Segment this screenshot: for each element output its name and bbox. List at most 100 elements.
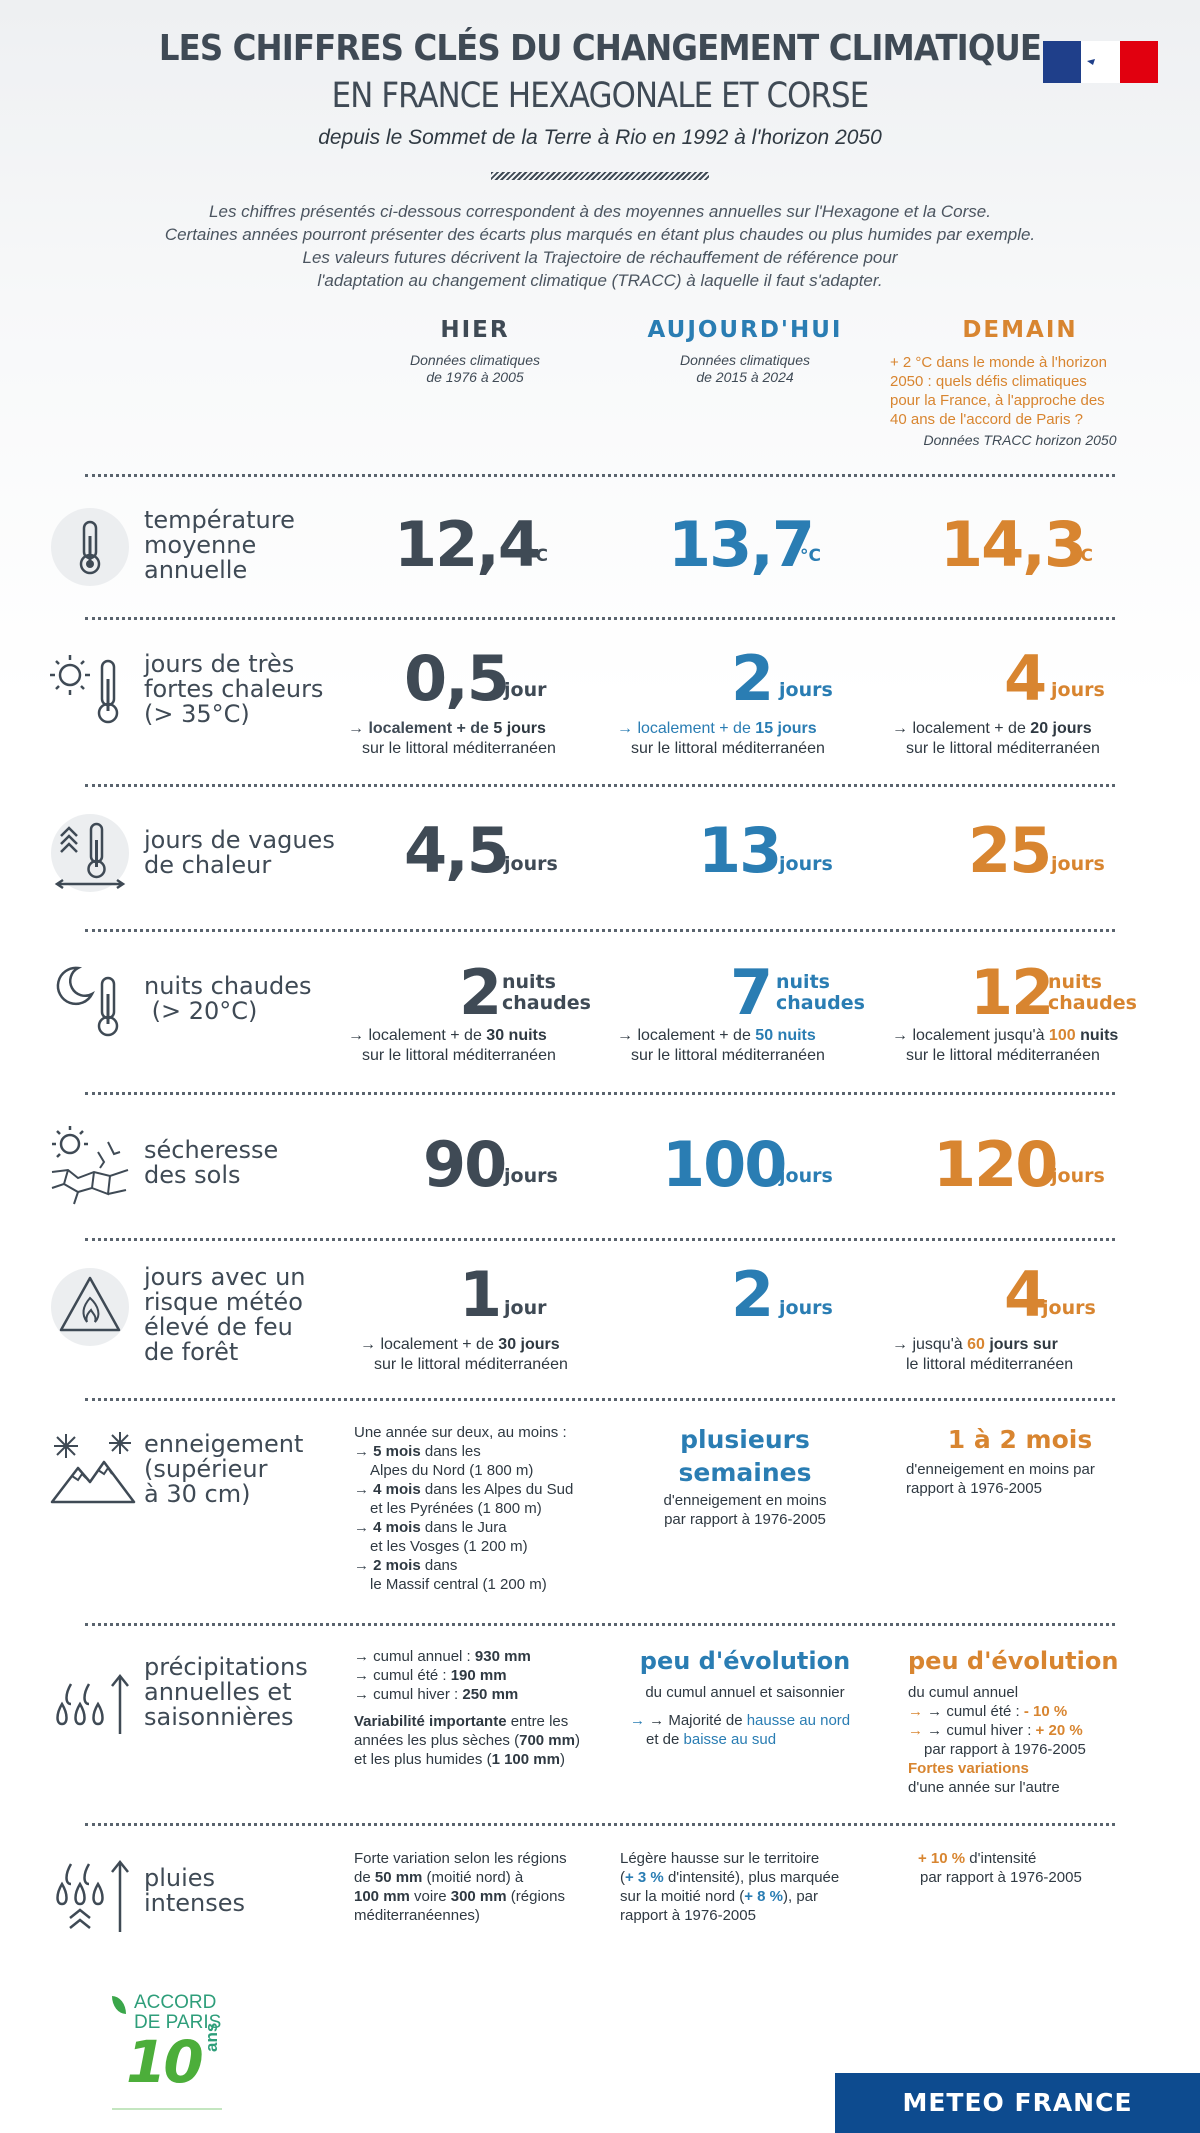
separator	[85, 1238, 1115, 1241]
rain-demain-details: + 10 % d'intensité par rapport à 1976-20…	[918, 1850, 1082, 1886]
unit-fire-aujourdhui: jours	[779, 1297, 833, 1319]
value-drought-aujourdhui: 100	[662, 1128, 787, 1201]
note-nights-hier: → localement + de 30 nuits sur le littor…	[348, 1027, 556, 1064]
note-nights-demain: → localement jusqu'à 100 nuits sur le li…	[892, 1027, 1119, 1064]
unit-drought-demain: jours	[1051, 1165, 1105, 1187]
precip-aujourdhui-note: → → Majorité de hausse au nord et de bai…	[630, 1712, 851, 1748]
value-drought-demain: 120	[933, 1128, 1058, 1201]
value-wave-aujourdhui: 13	[698, 814, 782, 887]
hatch-divider	[491, 172, 709, 180]
value-nights-demain: 12	[970, 956, 1054, 1029]
note-fire-hier: → localement + de 30 jours sur le littor…	[360, 1336, 568, 1373]
value-heat-aujourdhui: 2	[731, 642, 774, 715]
unit-nights-demain: nuits chaudes	[1048, 971, 1137, 1014]
unit-heat-aujourdhui: jours	[779, 679, 833, 701]
value-wave-hier: 4,5	[404, 814, 510, 887]
separator	[85, 929, 1115, 932]
unit-wave-hier: jours	[504, 853, 558, 875]
raindrops-icon	[50, 1664, 136, 1744]
unit-drought-aujourdhui: jours	[779, 1165, 833, 1187]
note-heat-aujourdhui: → localement + de 15 jours sur le littor…	[617, 720, 825, 757]
unit-fire-hier: jour	[504, 1297, 547, 1319]
cracked-soil-sun-icon	[48, 1122, 138, 1206]
separator	[85, 617, 1115, 620]
value-temp-aujourdhui: 13,7	[668, 508, 815, 581]
subtitle: depuis le Sommet de la Terre à Rio en 19…	[318, 126, 882, 149]
column-sub-aujourdhui: Données climatiques de 2015 à 2024	[680, 352, 810, 385]
unit-drought-hier: jours	[504, 1165, 558, 1187]
unit-wave-demain: jours	[1051, 853, 1105, 875]
sun-thermometer-icon	[48, 651, 138, 731]
precip-hier-details: → cumul annuel : 930 mm → cumul été : 19…	[354, 1648, 580, 1768]
column-title-hier: HIER	[440, 317, 510, 343]
value-nights-hier: 2	[459, 956, 502, 1029]
precip-demain-details: du cumul annuel → → cumul été : - 10 % →…	[908, 1684, 1086, 1796]
thermometer-icon	[51, 508, 129, 586]
row-label-drought: sécheresse des sols	[144, 1136, 279, 1189]
meteo-france-logo: METEO FRANCE	[835, 2073, 1200, 2133]
republique-francaise-logo	[1043, 41, 1158, 83]
unit-temp-hier: °C	[527, 546, 548, 566]
unit-heat-hier: jour	[504, 679, 547, 701]
column-title-demain: DEMAIN	[962, 317, 1078, 343]
rain-hier-details: Forte variation selon les régions de 50 …	[354, 1850, 567, 1924]
snow-demain-title: 1 à 2 mois	[947, 1425, 1093, 1454]
value-temp-demain: 14,3	[940, 508, 1087, 581]
intro-text: Les chiffres présentés ci-dessous corres…	[164, 202, 1036, 290]
snow-demain-sub: d'enneigement en moins par rapport à 1976…	[906, 1461, 1095, 1497]
column-title-aujourdhui: AUJOURD'HUI	[647, 317, 843, 343]
unit-nights-hier: nuits chaudes	[502, 971, 591, 1014]
main-title-line2: EN FRANCE HEXAGONALE ET CORSE	[331, 76, 870, 116]
precip-aujourdhui-title: peu d'évolution	[639, 1647, 851, 1675]
value-drought-hier: 90	[423, 1128, 507, 1201]
value-fire-hier: 1	[459, 1258, 502, 1331]
unit-temp-demain: °C	[1072, 546, 1093, 566]
main-title: LES CHIFFRES CLÉS DU CHANGEMENT CLIMATIQ…	[158, 28, 1042, 69]
value-wave-demain: 25	[968, 814, 1052, 887]
note-heat-demain: → localement + de 20 jours sur le littor…	[892, 720, 1100, 757]
value-heat-hier: 0,5	[404, 642, 510, 715]
separator	[85, 784, 1115, 787]
separator	[85, 1398, 1115, 1401]
note-fire-demain: → jusqu'à 60 jours sur le littoral médit…	[892, 1336, 1074, 1373]
row-label-snow: enneigement (supérieur à 30 cm)	[144, 1430, 304, 1508]
heatwave-icon	[51, 814, 129, 892]
value-fire-demain: 4	[1004, 1258, 1047, 1331]
unit-wave-aujourdhui: jours	[779, 853, 833, 875]
unit-nights-aujourdhui: nuits chaudes	[776, 971, 865, 1014]
separator	[85, 1823, 1115, 1826]
row-label-temperature: température moyenne annuelle	[144, 506, 295, 584]
precip-demain-title: peu d'évolution	[908, 1647, 1119, 1675]
intense-rain-icon	[50, 1854, 136, 1938]
value-nights-aujourdhui: 7	[730, 956, 773, 1029]
row-label-intense-rain: pluies intenses	[144, 1864, 246, 1917]
unit-heat-demain: jours	[1051, 679, 1105, 701]
value-heat-demain: 4	[1004, 642, 1047, 715]
note-nights-aujourdhui: → localement + de 50 nuits sur le littor…	[617, 1027, 825, 1064]
snow-aujourdhui-title: plusieurs semaines	[678, 1425, 812, 1487]
snow-mountain-icon	[48, 1428, 138, 1508]
column-sub-hier: Données climatiques de 1976 à 2005	[410, 352, 540, 385]
value-temp-hier: 12,4	[394, 508, 541, 581]
row-label-fire: jours avec un risque météo élevé de feu de …	[144, 1263, 306, 1366]
moon-thermometer-icon	[48, 962, 138, 1042]
rain-aujourdhui-details: Légère hausse sur le territoire (+ 3 % d…	[620, 1850, 840, 1924]
row-label-precipitation: précipitations annuelles et saisonnières	[144, 1653, 308, 1731]
value-fire-aujourdhui: 2	[731, 1258, 774, 1331]
accord-de-paris-logo: ACCORD DE PARIS 10 ans	[112, 1990, 242, 2120]
snow-hier-details: Une année sur deux, au moins : → 5 mois …	[354, 1424, 574, 1593]
row-label-nights: nuits chaudes (> 20°C)	[144, 972, 312, 1025]
note-heat-hier: → localement + de 5 jours sur le littora…	[348, 720, 556, 757]
snow-aujourdhui-sub: d'enneigement en moins par rapport à 1976…	[663, 1492, 827, 1528]
separator	[85, 474, 1115, 477]
fire-warning-icon	[51, 1268, 129, 1346]
unit-temp-aujourdhui: °C	[800, 546, 821, 566]
row-label-heat: jours de très fortes chaleurs (> 35°C)	[144, 650, 324, 728]
column-desc-demain: + 2 °C dans le monde à l'horizon 2050 : q…	[890, 354, 1107, 428]
separator	[85, 1623, 1115, 1626]
row-label-heatwave: jours de vagues de chaleur	[144, 826, 335, 879]
unit-fire-demain: jours	[1042, 1297, 1096, 1319]
precip-aujourdhui-sub: du cumul annuel et saisonnier	[645, 1684, 845, 1701]
separator	[85, 1092, 1115, 1095]
